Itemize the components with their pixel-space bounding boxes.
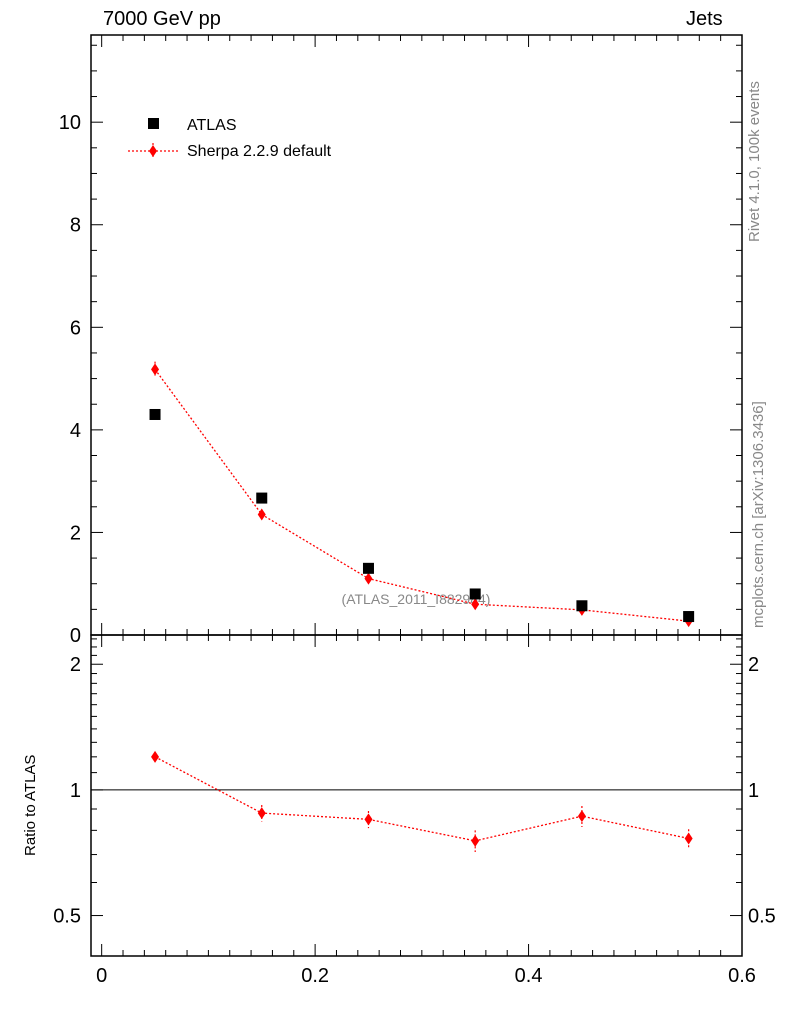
ratio-data-point xyxy=(684,832,693,845)
atlas-data-point xyxy=(256,492,268,504)
x-tick-label: 0.2 xyxy=(301,965,329,987)
mc-series-line xyxy=(154,368,689,622)
x-tick-label: 0.6 xyxy=(728,965,756,987)
ratio-data-point xyxy=(471,834,480,847)
atlas-data-point xyxy=(149,408,161,420)
legend-label-sherpa: Sherpa 2.2.9 default xyxy=(187,143,332,160)
atlas-data-point xyxy=(362,562,374,574)
ratio-y-tick-label: 0.5 xyxy=(53,906,81,928)
ratio-data-point xyxy=(151,750,160,763)
atlas-data-point xyxy=(469,588,481,600)
x-tick-label: 0.4 xyxy=(515,965,543,987)
analysis-reference-label: (ATLAS_2011_I882984) xyxy=(342,591,491,607)
main-y-tick-label: 4 xyxy=(70,420,81,442)
legend-marker-atlas xyxy=(148,118,159,129)
header-left: 7000 GeV pp xyxy=(103,8,221,30)
ratio-y-tick-label-right: 2 xyxy=(748,654,759,676)
header-right: Jets xyxy=(686,8,723,30)
mc-data-point xyxy=(471,598,480,611)
ratio-y-tick-label-right: 1 xyxy=(748,780,759,802)
legend-label-atlas: ATLAS xyxy=(187,117,237,134)
ratio-plot-frame xyxy=(90,634,743,957)
mc-data-point xyxy=(257,508,266,521)
ratio-data-point xyxy=(364,813,373,826)
ratio-y-tick-label: 1 xyxy=(70,780,81,802)
main-y-tick-label: 6 xyxy=(70,317,81,339)
mc-data-point xyxy=(151,363,160,376)
legend-marker-sherpa xyxy=(149,145,157,157)
ratio-y-tick-label-right: 0.5 xyxy=(748,906,776,928)
x-tick-label: 0 xyxy=(96,965,107,987)
mc-data-point xyxy=(364,572,373,585)
ratio-series-line xyxy=(154,756,689,842)
ratio-data-point xyxy=(577,810,586,823)
ratio-y-tick-label: 2 xyxy=(70,654,81,676)
main-y-tick-label: 8 xyxy=(70,215,81,237)
main-y-tick-label: 2 xyxy=(70,522,81,544)
atlas-data-point xyxy=(576,600,588,612)
main-y-tick-label: 10 xyxy=(59,112,81,134)
main-y-tick-label: 0 xyxy=(70,625,81,647)
ratio-data-point xyxy=(257,807,266,820)
atlas-data-point xyxy=(683,611,695,623)
